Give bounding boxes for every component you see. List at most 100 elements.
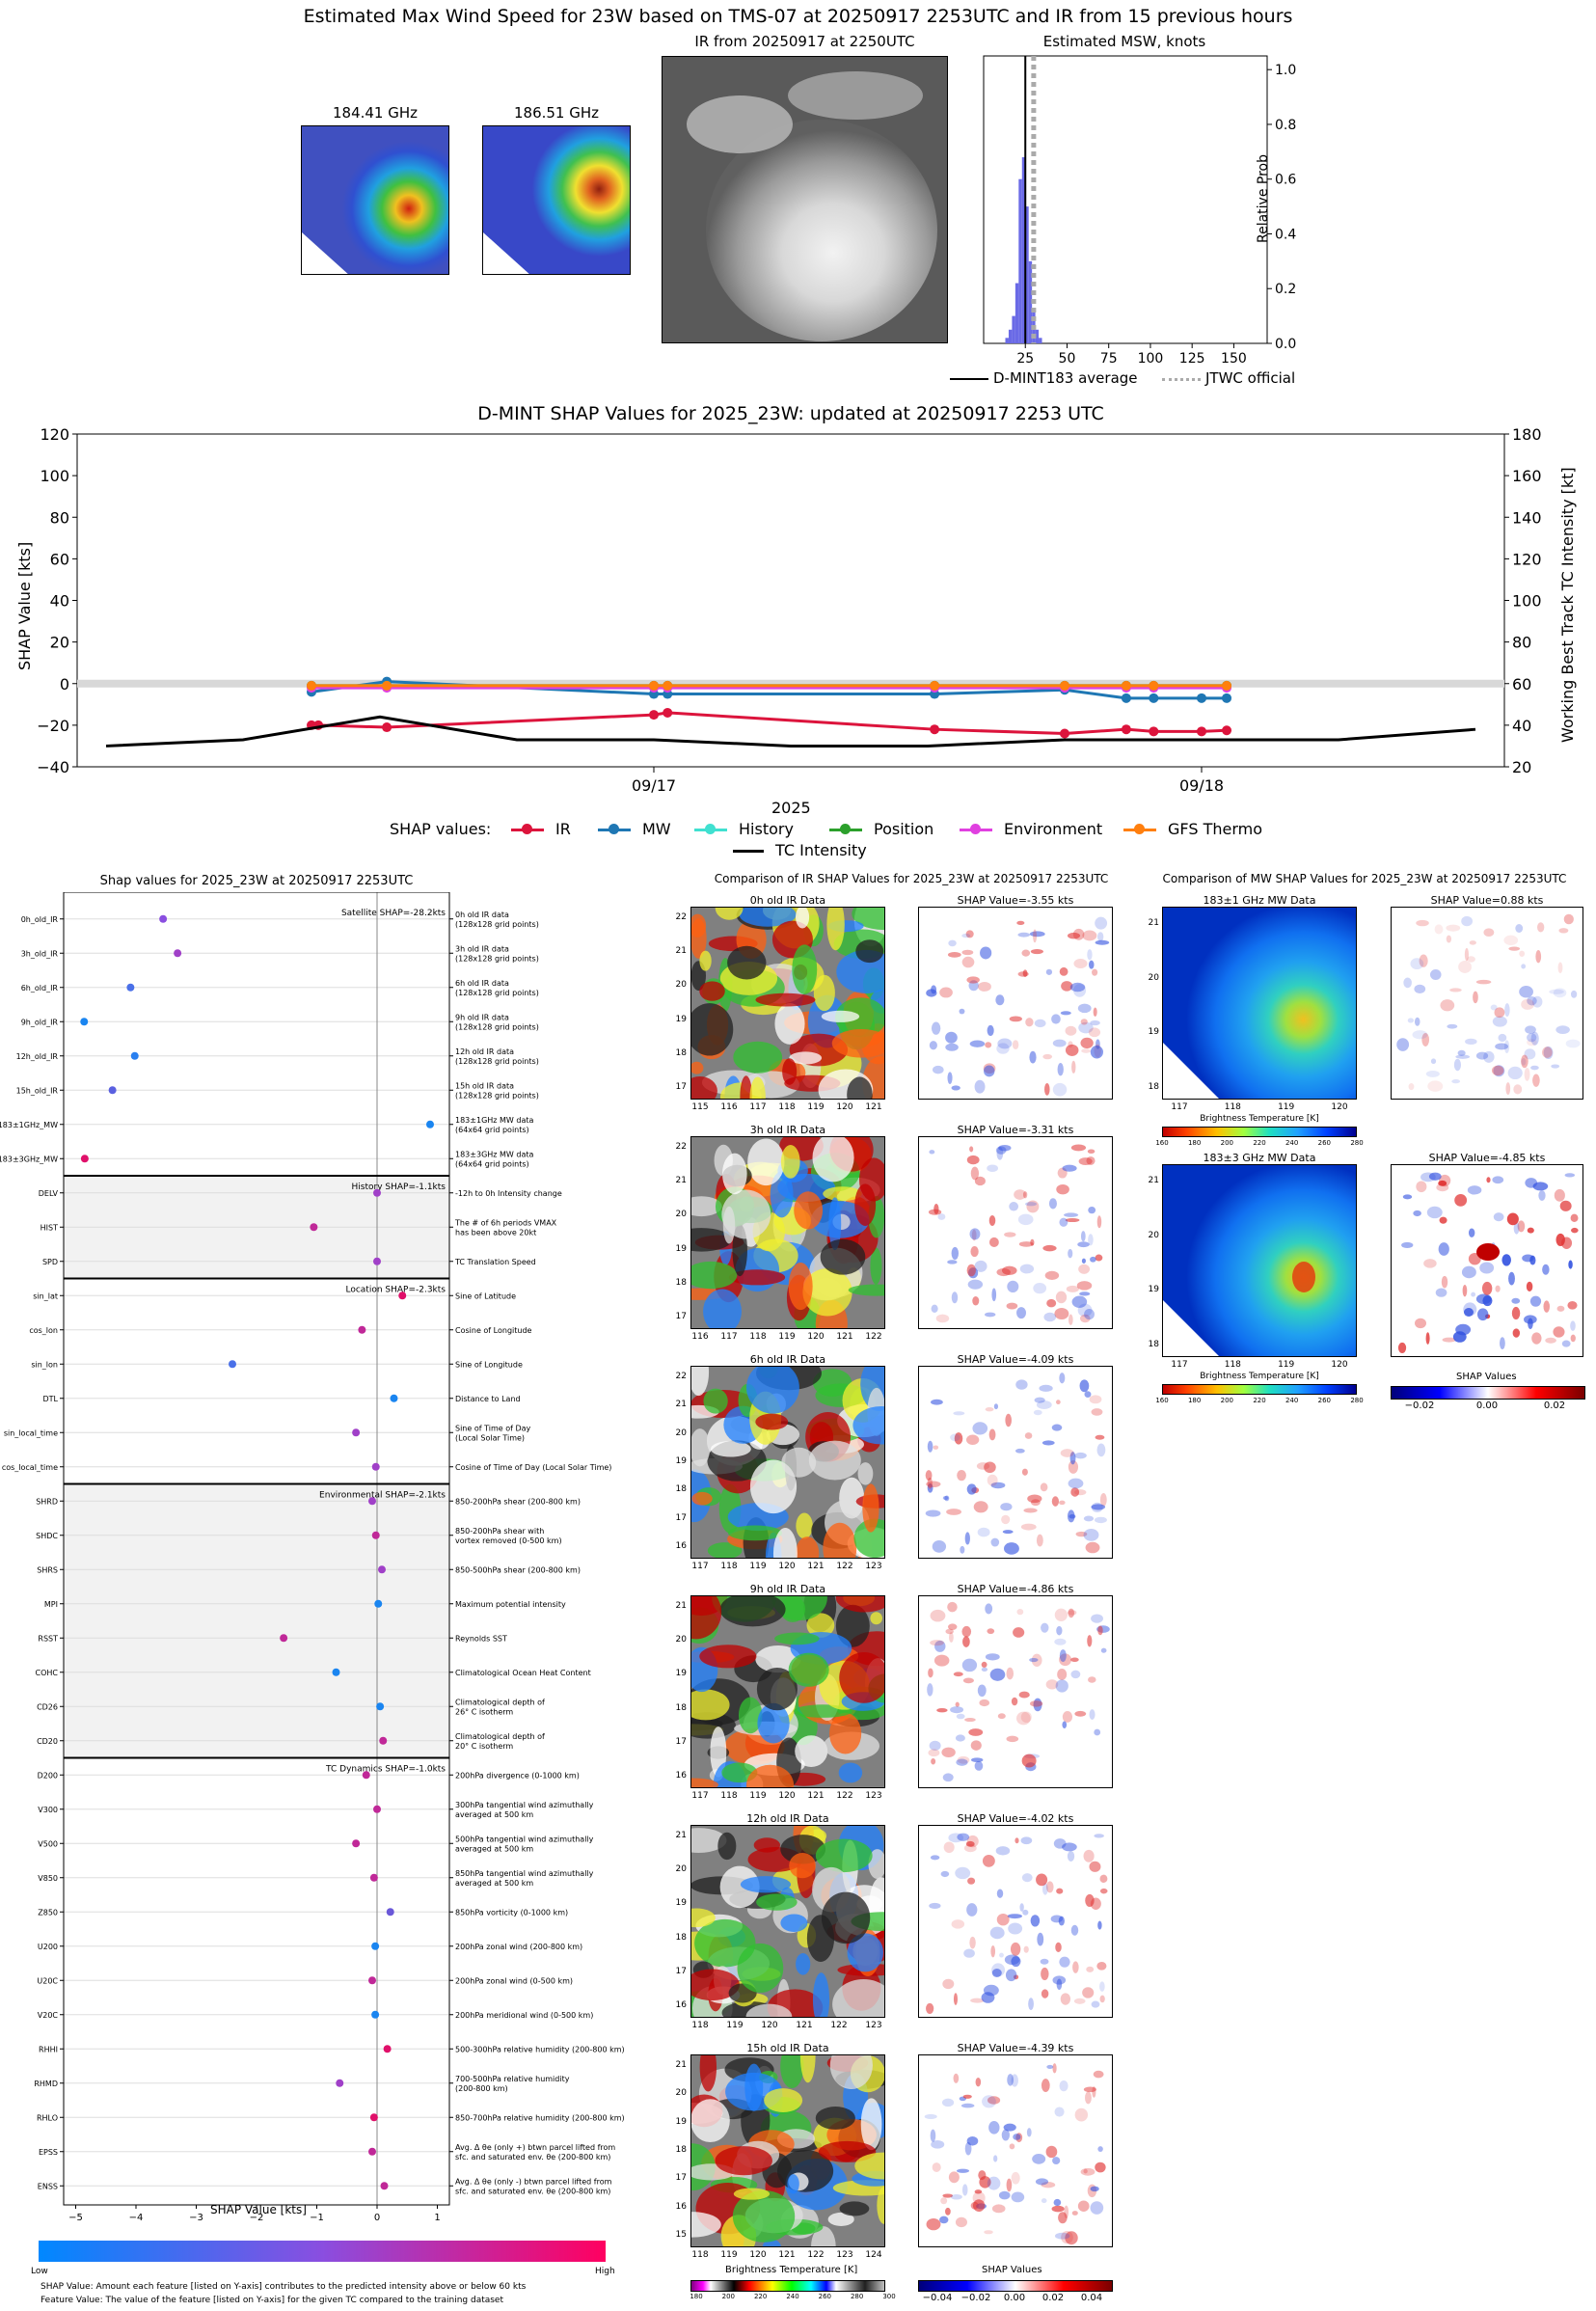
ir-ytick-label: 16 bbox=[675, 1541, 687, 1551]
shap-speck bbox=[1441, 1275, 1448, 1289]
shap-speck bbox=[981, 1661, 987, 1669]
ir-ytick-label: 18 bbox=[675, 1277, 687, 1288]
shap-speck bbox=[964, 2141, 972, 2156]
feature-name: 9h_old_IR bbox=[21, 1018, 59, 1026]
ir-cloud-blob bbox=[691, 913, 707, 938]
shap-speck bbox=[1567, 1300, 1578, 1310]
shap-speck bbox=[1088, 1676, 1096, 1683]
shap-speck bbox=[1065, 2231, 1078, 2245]
shap-speck bbox=[953, 1411, 965, 1416]
feature-name: cos_local_time bbox=[2, 1463, 58, 1472]
feature-shap-point bbox=[374, 1599, 383, 1608]
shap-speck bbox=[945, 1628, 954, 1635]
shap-speck bbox=[995, 994, 1005, 1006]
shap-speck bbox=[1006, 2178, 1013, 2192]
shap-speck bbox=[1524, 1048, 1536, 1060]
shap-speck bbox=[1041, 1622, 1049, 1633]
shap-speck bbox=[953, 2073, 960, 2083]
mw-shap-cbar-tick: 0.00 bbox=[1475, 1400, 1499, 1411]
feature-description: Avg. Δ θe (only +) btwn parcel lifted fr… bbox=[455, 2143, 615, 2152]
shap-speck bbox=[1069, 1452, 1076, 1465]
ir-shap-colorbar bbox=[918, 2280, 1113, 2292]
ts-y2tick-label: 120 bbox=[1512, 550, 1542, 568]
shap-speck bbox=[1041, 1989, 1049, 1998]
series-mw-point bbox=[1197, 693, 1206, 703]
feature-shap-point bbox=[332, 1668, 340, 1676]
feature-shap-point bbox=[174, 949, 182, 958]
ir-cbar-tick: 240 bbox=[786, 2293, 799, 2300]
shap-speck bbox=[1011, 2074, 1018, 2087]
mw-shap-title: SHAP Value=-4.85 kts bbox=[1428, 1152, 1546, 1164]
ir-cloud-blob bbox=[691, 1428, 711, 1467]
shap-speck bbox=[985, 1653, 1000, 1661]
shap-speck bbox=[990, 1944, 996, 1958]
ir-title: IR from 20250917 at 2250UTC bbox=[694, 33, 915, 50]
feature-name: 12h_old_IR bbox=[16, 1052, 59, 1061]
shap-speck bbox=[969, 1146, 974, 1153]
shap-speck bbox=[1080, 1037, 1094, 1049]
shap-speck bbox=[1064, 1212, 1079, 1217]
ir-cloud-blob bbox=[732, 2189, 796, 2243]
ir-cloud-blob bbox=[715, 908, 744, 920]
shap-speck bbox=[1073, 1998, 1086, 2004]
shap-speck bbox=[1024, 1432, 1033, 1439]
ir-cloud-blob bbox=[691, 1491, 713, 1506]
shap-speck bbox=[981, 1667, 988, 1672]
shap-map-background bbox=[1392, 1165, 1582, 1356]
shap-speck bbox=[1067, 1851, 1075, 1862]
shap-speck bbox=[1436, 1183, 1449, 1192]
shap-feature-chart: Satellite SHAP=-28.2kts History SHAP=-1.1… bbox=[0, 892, 625, 2223]
shap-speck bbox=[1519, 985, 1533, 998]
shap-speck bbox=[1528, 1318, 1533, 1330]
feature-shap-point bbox=[368, 1976, 376, 1985]
shap-speck bbox=[1052, 1082, 1068, 1097]
feature-description: 500-300hPa relative humidity (200-800 km… bbox=[455, 2045, 625, 2053]
shap-speck bbox=[1538, 1190, 1546, 1202]
shap-speck bbox=[990, 1482, 1006, 1489]
shap-speck bbox=[969, 1040, 986, 1047]
shap-speck bbox=[948, 1833, 964, 1843]
shap-speck bbox=[1045, 2145, 1058, 2159]
shap-speck bbox=[1036, 1873, 1048, 1887]
mw-ytick-label: 18 bbox=[1148, 1082, 1159, 1092]
shap-speck bbox=[1013, 2134, 1021, 2140]
ir-cloud-blob bbox=[770, 1171, 794, 1218]
shap-speck bbox=[987, 2176, 1001, 2190]
ir-xtick-label: 120 bbox=[749, 2250, 767, 2260]
shap-speck bbox=[965, 1840, 975, 1847]
ir-xtick-label: 120 bbox=[778, 1562, 796, 1571]
series-tc-intensity-line bbox=[105, 715, 1476, 748]
shap-speck bbox=[1054, 1638, 1067, 1645]
ir-ytick-label: 19 bbox=[675, 1898, 687, 1909]
feature-name: EPSS bbox=[39, 2148, 58, 2157]
shap-speck bbox=[993, 2155, 998, 2162]
feature-shap-point bbox=[379, 1736, 388, 1745]
shap-speck bbox=[1054, 2232, 1070, 2240]
shap-speck bbox=[1091, 1408, 1103, 1416]
shap-speck bbox=[1455, 1054, 1471, 1059]
shap-speck bbox=[947, 952, 961, 958]
shap-speck bbox=[1017, 1213, 1034, 1226]
shap-speck bbox=[1082, 930, 1097, 941]
hist-legend: D-MINT183 average JTWC official bbox=[950, 368, 1307, 390]
shap-speck bbox=[927, 1477, 933, 1489]
shap-speck bbox=[1090, 2186, 1099, 2192]
shap-speck bbox=[978, 981, 991, 992]
feature-name: U20C bbox=[37, 1976, 58, 1985]
mw-field bbox=[1163, 1165, 1356, 1356]
shap-speck bbox=[991, 1288, 997, 1302]
shap-speck bbox=[1033, 1283, 1047, 1294]
shap-speck bbox=[1023, 1945, 1029, 1953]
shap-speck bbox=[995, 1846, 1011, 1856]
hist-bar bbox=[1039, 338, 1042, 343]
shap-speck bbox=[1402, 1194, 1413, 1200]
shap-speck bbox=[1477, 1308, 1489, 1321]
colorbar-high-label: High bbox=[595, 2267, 615, 2276]
legend-swatch-marker bbox=[705, 824, 716, 834]
feature-description: 850-700hPa relative humidity (200-800 km… bbox=[455, 2113, 625, 2122]
ts-y2tick-label: 20 bbox=[1512, 758, 1531, 776]
feature-description: 3h old IR data bbox=[455, 944, 509, 953]
legend-label: GFS Thermo bbox=[1168, 820, 1262, 838]
feature-shap-point bbox=[371, 2010, 380, 2019]
ir-xtick-label: 122 bbox=[836, 1791, 853, 1801]
